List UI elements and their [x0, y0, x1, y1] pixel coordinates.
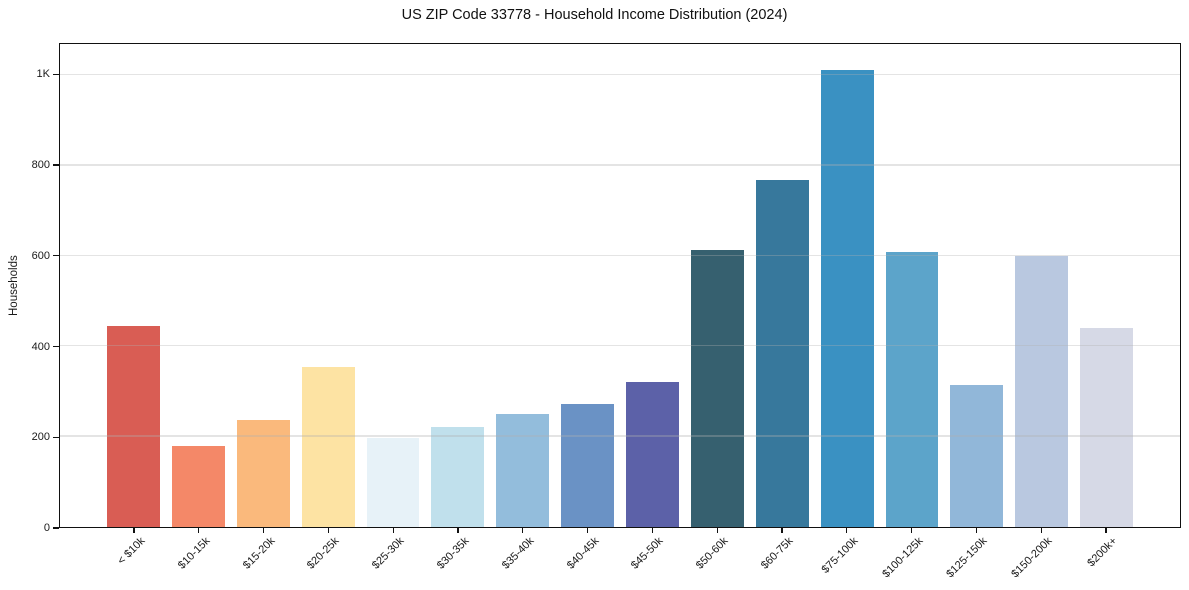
x-tick-mark — [522, 528, 524, 533]
bar — [301, 367, 355, 527]
x-tick-mark — [586, 528, 589, 533]
plot-area — [59, 43, 1181, 528]
bar — [496, 414, 550, 527]
bar — [431, 426, 485, 527]
x-tick-mark — [198, 528, 200, 533]
bar — [626, 381, 679, 527]
y-tick-mark — [53, 164, 59, 166]
bar — [885, 251, 939, 527]
y-tick-mark — [53, 255, 59, 257]
bar — [107, 326, 160, 527]
x-tick-mark — [781, 528, 783, 533]
y-axis-label: Households — [8, 255, 20, 316]
x-tick-mark — [457, 528, 459, 533]
y-tick-label: 0 — [43, 522, 50, 534]
x-tick-mark — [1040, 528, 1042, 533]
y-tick-label: 1K — [36, 68, 50, 81]
bar — [755, 180, 809, 527]
y-tick-mark — [53, 345, 59, 348]
x-tick-mark — [1105, 528, 1107, 533]
gridline — [60, 435, 1180, 437]
x-tick-mark — [975, 528, 978, 533]
bar — [236, 420, 290, 527]
gridline — [60, 164, 1180, 166]
gridline — [60, 345, 1180, 347]
x-tick-mark — [846, 528, 848, 533]
x-tick-mark — [327, 528, 330, 533]
bars-container — [60, 44, 1180, 527]
x-tick-mark — [716, 528, 718, 533]
bar — [1080, 327, 1133, 527]
y-tick-mark — [53, 73, 59, 75]
bar — [950, 384, 1004, 527]
gridline — [60, 74, 1180, 76]
x-tick-mark — [910, 528, 913, 533]
x-tick-label: < $10k — [115, 535, 148, 568]
x-tick-mark — [651, 528, 654, 533]
bar — [366, 437, 420, 527]
bar — [690, 250, 744, 527]
bar — [1015, 255, 1069, 527]
y-tick-label: 400 — [31, 340, 50, 353]
y-tick-label: 200 — [31, 431, 50, 444]
y-tick-label: 800 — [31, 159, 50, 172]
y-tick-mark — [53, 436, 59, 438]
y-tick-mark — [53, 527, 59, 529]
bar — [171, 445, 225, 527]
x-tick-mark — [262, 528, 265, 533]
gridline — [60, 254, 1180, 256]
bar — [561, 403, 614, 527]
y-tick-label: 600 — [31, 249, 50, 262]
bar — [820, 69, 874, 527]
x-tick-mark — [392, 528, 394, 533]
x-tick-mark — [133, 528, 135, 533]
chart-title: US ZIP Code 33778 - Household Income Dis… — [401, 7, 788, 23]
